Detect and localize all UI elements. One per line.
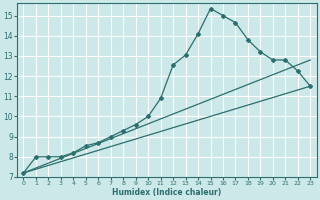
- X-axis label: Humidex (Indice chaleur): Humidex (Indice chaleur): [112, 188, 221, 197]
